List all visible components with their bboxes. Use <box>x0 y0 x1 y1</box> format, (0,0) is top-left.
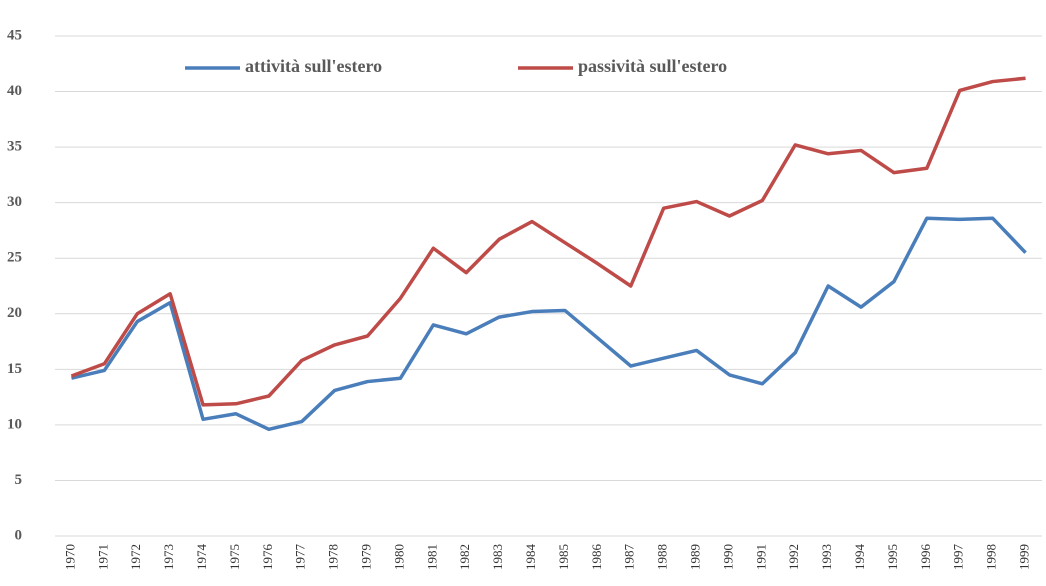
y-tick-label: 40 <box>7 83 22 99</box>
legend-label: passività sull'estero <box>578 56 727 76</box>
y-tick-label: 25 <box>7 250 22 266</box>
x-tick-label: 1992 <box>786 544 801 570</box>
x-tick-label: 1991 <box>753 544 768 570</box>
x-tick-label: 1987 <box>622 544 637 571</box>
y-tick-label: 10 <box>7 416 22 432</box>
y-tick-label: 30 <box>7 194 22 210</box>
x-tick-label: 1971 <box>95 544 110 570</box>
legend-label: attività sull'estero <box>245 56 382 76</box>
y-tick-label: 20 <box>7 305 22 321</box>
x-tick-label: 1989 <box>688 544 703 570</box>
x-tick-label: 1970 <box>62 544 77 570</box>
line-series <box>70 76 1026 407</box>
x-tick-label: 1975 <box>227 544 242 570</box>
x-tick-label: 1988 <box>655 544 670 570</box>
y-tick-label: 15 <box>7 361 22 377</box>
x-tick-label: 1998 <box>984 544 999 570</box>
x-tick-label: 1978 <box>326 544 341 570</box>
x-tick-label: 1985 <box>556 544 571 570</box>
x-tick-label: 1982 <box>457 544 472 570</box>
x-tick-label: 1995 <box>885 544 900 570</box>
x-tick-label: 1980 <box>391 544 406 570</box>
x-tick-label: 1983 <box>490 544 505 570</box>
y-tick-label: 45 <box>7 27 22 43</box>
x-tick-label: 1976 <box>260 544 275 571</box>
x-tick-label: 1981 <box>424 544 439 570</box>
x-tick-label: 1986 <box>589 544 604 571</box>
x-tick-label: 1994 <box>852 544 867 571</box>
x-tick-label: 1999 <box>1017 544 1032 570</box>
x-tick-label: 1974 <box>194 544 209 571</box>
x-tick-label: 1977 <box>293 544 308 571</box>
x-tick-label: 1979 <box>359 544 374 570</box>
x-tick-label: 1993 <box>819 544 834 570</box>
y-tick-label: 35 <box>7 139 22 155</box>
x-tick-label: 1996 <box>918 544 933 571</box>
x-tick-label: 1973 <box>161 544 176 570</box>
x-tick-label: 1984 <box>523 544 538 571</box>
y-tick-label: 5 <box>15 472 23 488</box>
x-tick-label: 1997 <box>951 544 966 571</box>
x-tick-label: 1972 <box>128 544 143 570</box>
y-tick-label: 0 <box>15 527 23 543</box>
line-series <box>71 216 1027 432</box>
x-tick-label: 1990 <box>720 544 735 570</box>
